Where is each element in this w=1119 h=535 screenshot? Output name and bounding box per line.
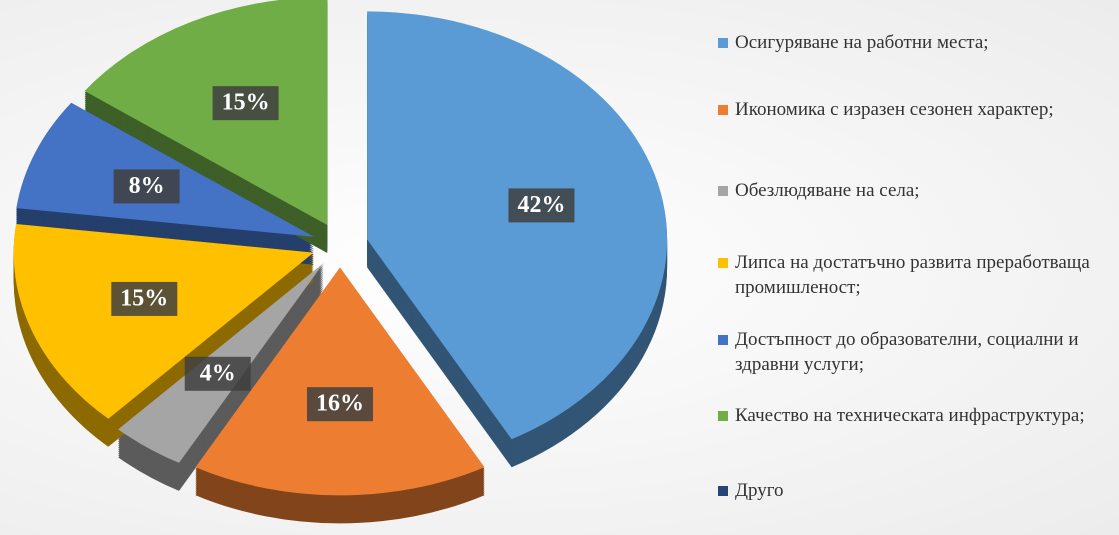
data-label: 4% [200,360,236,386]
slice [84,0,328,226]
slice [195,267,485,496]
legend-swatch [718,105,728,115]
label-box [113,169,180,204]
legend-label: Достъпност до образователни, социални и … [735,329,1079,375]
slice [13,224,314,419]
legend-entry: Икономика с изразен сезонен характер; [718,97,1115,122]
legend-label: Осигуряване на работни места; [735,32,989,53]
label-box [184,356,251,391]
legend-entry: Обезлюдяване на села; [718,178,1115,203]
legend-swatch [718,258,728,268]
data-label: 16% [316,391,364,417]
legend-entry: Осигуряване на работни места; [718,30,1115,55]
slice [367,11,668,440]
legend-entry: Качество на техническата инфраструктура; [718,403,1115,428]
legend-swatch [718,186,728,196]
legend-swatch [718,38,728,48]
label-box [307,387,373,422]
legend-entry: Друго [718,478,1115,503]
label-box [508,188,575,223]
data-label: 42% [517,192,565,218]
data-label: 8% [129,173,165,199]
data-label: 15% [120,285,168,311]
label-box [111,281,178,316]
legend-swatch [718,335,728,345]
legend-label: Икономика с изразен сезонен характер; [735,99,1054,120]
chart: 42% 16% 4% 15% 8% 15% [13,0,668,524]
legend-label: Друго [735,480,784,501]
legend-swatch [718,486,728,496]
legend-label: Обезлюдяване на села; [735,180,920,201]
legend-entry: Липса на достатъчно развита преработваща… [718,250,1115,300]
data-label: 15% [222,90,270,116]
legend-label: Качество на техническата инфраструктура; [735,405,1085,426]
legend-swatch [718,411,728,421]
label-box [212,86,279,121]
legend-label: Липса на достатъчно развита преработваща… [735,252,1090,298]
legend-entry: Достъпност до образователни, социални и … [718,327,1115,377]
